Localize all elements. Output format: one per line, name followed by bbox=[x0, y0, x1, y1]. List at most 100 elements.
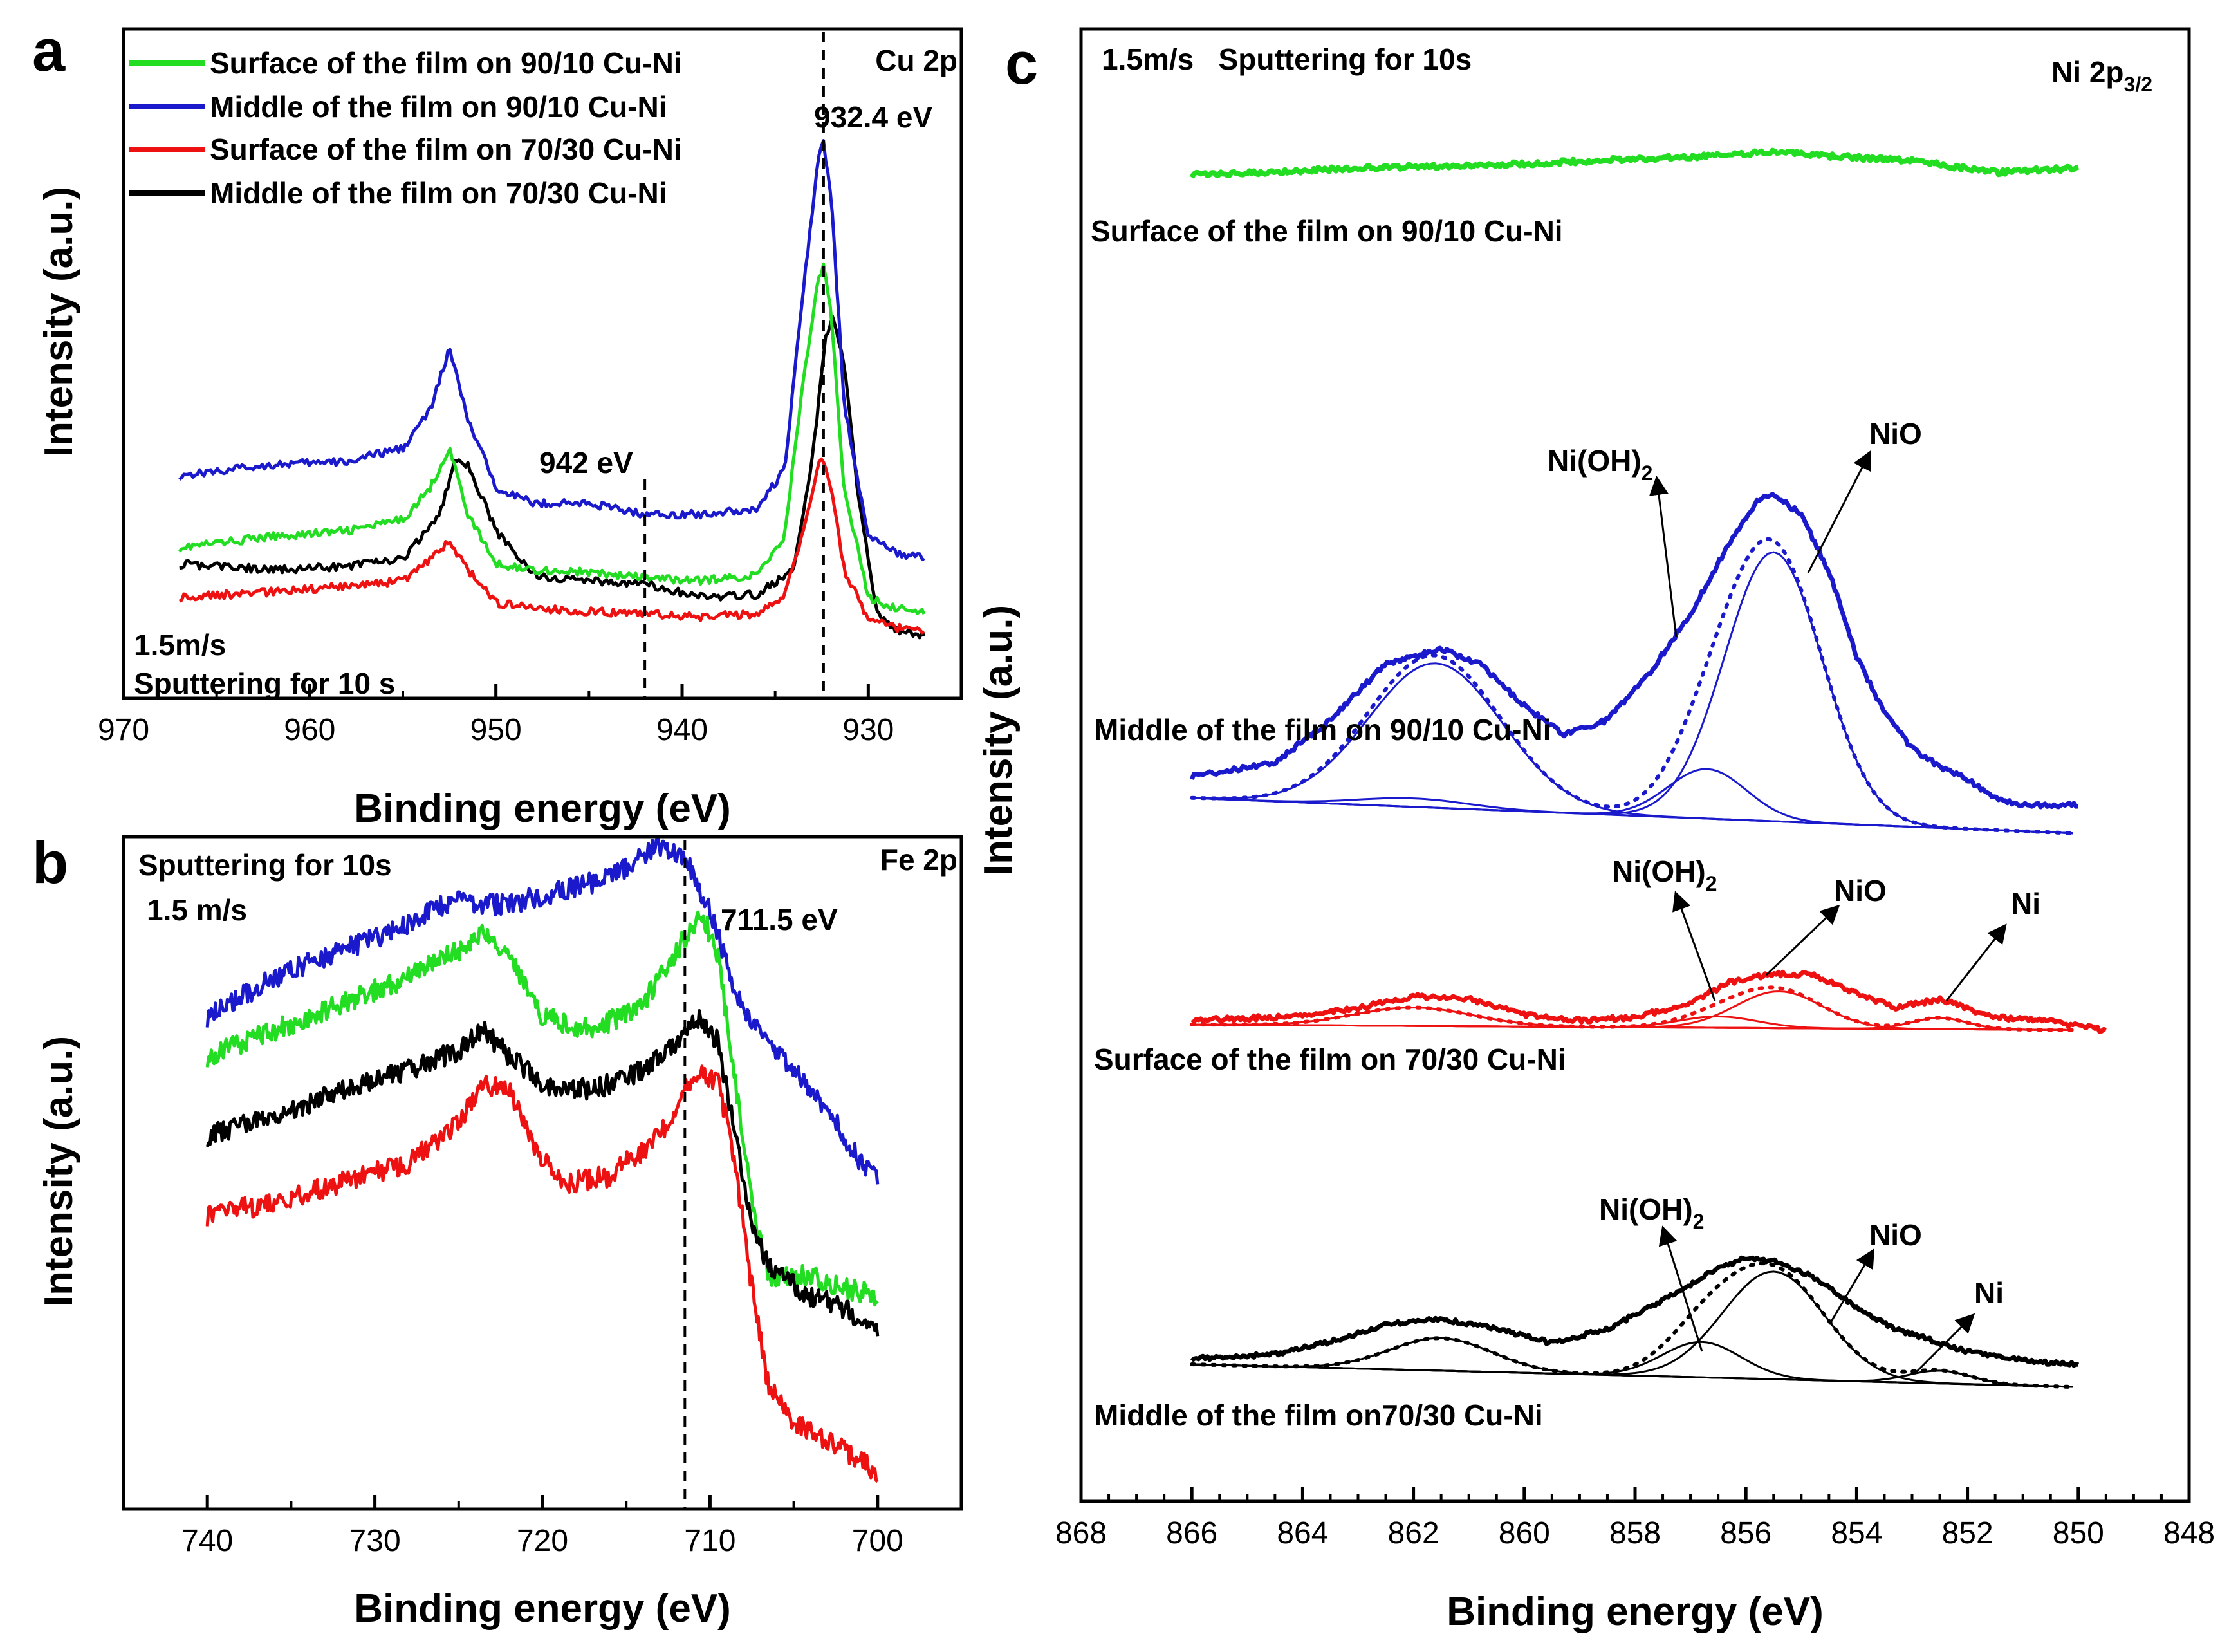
ni-oh2-label-1-sub: 2 bbox=[1642, 461, 1653, 485]
panel-c-label-surface-9010: Surface of the film on 90/10 Cu-Ni bbox=[1091, 214, 1563, 248]
panel-c-ni-oh2-label-2: Ni(OH)2 bbox=[1612, 855, 1717, 895]
panel-c-tick-label-862: 862 bbox=[1388, 1516, 1439, 1550]
panel-b-note-sputter: Sputtering for 10s bbox=[138, 848, 392, 882]
panel-c-envelope-2 bbox=[1190, 985, 2075, 1032]
panel-b-series-2 bbox=[205, 1009, 880, 1337]
legend-label-surface-7030: Surface of the film on 70/30 Cu-Ni bbox=[210, 133, 682, 166]
panel-a-tick-label-930: 930 bbox=[842, 713, 894, 747]
panel-c-note: 1.5m/s Sputtering for 10s bbox=[1102, 42, 1472, 76]
panel-a-x-ticks: 970 960 950 940 930 bbox=[98, 684, 963, 747]
panel-a-series-1 bbox=[178, 139, 925, 562]
panel-b-tick-label-720: 720 bbox=[517, 1524, 568, 1558]
legend-label-middle-7030: Middle of the film on 70/30 Cu-Ni bbox=[210, 176, 667, 210]
panel-a-title: Cu 2p bbox=[875, 44, 957, 77]
panel-b-tick-label-710: 710 bbox=[684, 1524, 735, 1558]
panel-b-note-speed: 1.5 m/s bbox=[147, 893, 247, 927]
panel-c-ni-oh2-label-1: Ni(OH)2 bbox=[1548, 444, 1652, 485]
panel-a-letter: a bbox=[32, 18, 66, 84]
panel-b-ref-label-711: 711.5 eV bbox=[721, 903, 838, 936]
panel-c-arrow-5 bbox=[1658, 1225, 1703, 1352]
panel-c-arrow-3 bbox=[1765, 904, 1840, 976]
panel-b-tick-label-700: 700 bbox=[852, 1524, 903, 1558]
panel-c-arrow-2 bbox=[1672, 891, 1716, 1001]
panel-a-tick-label-970: 970 bbox=[98, 713, 149, 747]
panel-a-note-sputter: Sputtering for 10 s bbox=[134, 667, 395, 700]
panel-a-tick-label-940: 940 bbox=[656, 713, 708, 747]
panel-b-tick-label-740: 740 bbox=[181, 1524, 233, 1558]
panel-b: b 711.5 eV Fe 2p Sputtering for 10s 1.5 … bbox=[32, 830, 963, 1631]
panel-c-tick-label-866: 866 bbox=[1166, 1516, 1217, 1550]
panel-c-envelope-3 bbox=[1190, 1261, 2075, 1389]
panel-c-arrow-0 bbox=[1649, 476, 1678, 638]
panel-c-curves bbox=[1189, 147, 2107, 1389]
panel-a-series-3 bbox=[179, 314, 926, 640]
ni-oh2-label-3-main: Ni(OH) bbox=[1599, 1193, 1693, 1226]
panel-c-tick-label-868: 868 bbox=[1055, 1516, 1107, 1550]
panel-b-curves bbox=[205, 835, 880, 1483]
panel-c-tick-label-850: 850 bbox=[2053, 1516, 2104, 1550]
legend-label-middle-9010: Middle of the film on 90/10 Cu-Ni bbox=[210, 90, 667, 124]
panel-b-frame bbox=[122, 835, 963, 1511]
panel-c-component-3-1 bbox=[1192, 1270, 2073, 1388]
panel-a-ref-label-932: 932.4 eV bbox=[814, 100, 932, 134]
panel-a-series-0 bbox=[178, 262, 926, 615]
panel-b-title: Fe 2p bbox=[880, 843, 957, 877]
panel-c-arrow-6 bbox=[1829, 1248, 1875, 1323]
panel-c-tick-label-864: 864 bbox=[1277, 1516, 1328, 1550]
panel-c-nio-label-2: NiO bbox=[1834, 874, 1887, 907]
panel-b-series-0 bbox=[205, 835, 880, 1185]
panel-c-arrow-4 bbox=[1945, 923, 2007, 1001]
panel-c-series-3 bbox=[1190, 1255, 2080, 1368]
panel-c-x-ticks: 868 866 864 862 860 858 856 854 852 850 848 bbox=[1055, 1487, 2215, 1550]
panel-a-ref-label-942: 942 eV bbox=[539, 446, 633, 479]
panel-c-title-sub: 3/2 bbox=[2124, 73, 2152, 96]
panel-c-ni-label-3: Ni bbox=[1974, 1276, 2004, 1310]
panel-c: c 1.5m/s Sputtering for 10s Ni 2p3/2 Sur… bbox=[976, 27, 2215, 1634]
panel-a: a 942 eV 932.4 eV Cu 2p Surface of the f… bbox=[32, 18, 963, 831]
panel-c-arrow-1 bbox=[1807, 450, 1871, 573]
panel-c-tick-label-860: 860 bbox=[1499, 1516, 1550, 1550]
panel-c-series-1 bbox=[1189, 492, 2079, 810]
legend-label-surface-9010: Surface of the film on 90/10 Cu-Ni bbox=[210, 46, 682, 80]
panel-a-legend: Surface of the film on 90/10 Cu-Ni Middl… bbox=[129, 46, 682, 210]
panel-c-x-axis-title: Binding energy (eV) bbox=[1447, 1590, 1824, 1634]
panel-a-series-2 bbox=[178, 457, 925, 635]
panel-a-y-axis-title: Intensity (a.u.) bbox=[37, 187, 81, 457]
panel-b-x-axis-title: Binding energy (eV) bbox=[354, 1586, 731, 1631]
panel-c-label-middle-9010: Middle of the film on 90/10 Cu-Ni bbox=[1094, 713, 1551, 747]
panel-c-letter: c bbox=[1005, 31, 1038, 97]
panel-c-title-main: Ni 2p bbox=[2051, 55, 2123, 89]
panel-c-arrows bbox=[1649, 450, 2007, 1375]
panel-a-note-speed: 1.5m/s bbox=[134, 628, 226, 662]
ni-oh2-label-2-sub: 2 bbox=[1706, 872, 1717, 895]
panel-b-x-ticks: 740 730 720 710 700 bbox=[181, 1495, 903, 1558]
ni-oh2-label-2-main: Ni(OH) bbox=[1612, 855, 1706, 888]
ni-oh2-label-1-main: Ni(OH) bbox=[1548, 444, 1642, 478]
panel-a-curves bbox=[178, 139, 926, 640]
panel-c-ni-oh2-label-3: Ni(OH)2 bbox=[1599, 1193, 1704, 1233]
panel-c-label-surface-7030: Surface of the film on 70/30 Cu-Ni bbox=[1094, 1043, 1566, 1076]
panel-c-y-axis-title: Intensity (a.u.) bbox=[976, 605, 1021, 875]
panel-c-title: Ni 2p3/2 bbox=[2051, 55, 2152, 96]
panel-c-tick-label-856: 856 bbox=[1720, 1516, 1771, 1550]
panel-c-envelope-1 bbox=[1190, 537, 2075, 835]
panel-b-y-axis-title: Intensity (a.u.) bbox=[37, 1036, 81, 1306]
panel-c-tick-label-848: 848 bbox=[2163, 1516, 2215, 1550]
ni-oh2-label-3-sub: 2 bbox=[1693, 1210, 1705, 1233]
panel-b-tick-label-730: 730 bbox=[349, 1524, 401, 1558]
panel-c-ni-label-2: Ni bbox=[2011, 887, 2040, 920]
panel-c-tick-label-852: 852 bbox=[1942, 1516, 1993, 1550]
panel-c-nio-label-3: NiO bbox=[1869, 1218, 1922, 1252]
panel-b-series-3 bbox=[205, 1064, 879, 1483]
panel-a-tick-label-960: 960 bbox=[284, 713, 335, 747]
panel-a-tick-label-950: 950 bbox=[470, 713, 522, 747]
panel-c-component-1-3 bbox=[1192, 797, 2073, 835]
panel-c-label-middle-7030: Middle of the film on70/30 Cu-Ni bbox=[1094, 1398, 1543, 1432]
panel-a-x-axis-title: Binding energy (eV) bbox=[354, 786, 731, 831]
panel-b-letter: b bbox=[32, 830, 68, 896]
panel-c-tick-label-854: 854 bbox=[1831, 1516, 1882, 1550]
panel-c-nio-label-1: NiO bbox=[1869, 417, 1922, 450]
panel-a-frame bbox=[122, 27, 963, 700]
panel-c-series-2 bbox=[1190, 969, 2107, 1034]
panel-c-series-0 bbox=[1189, 147, 2080, 179]
